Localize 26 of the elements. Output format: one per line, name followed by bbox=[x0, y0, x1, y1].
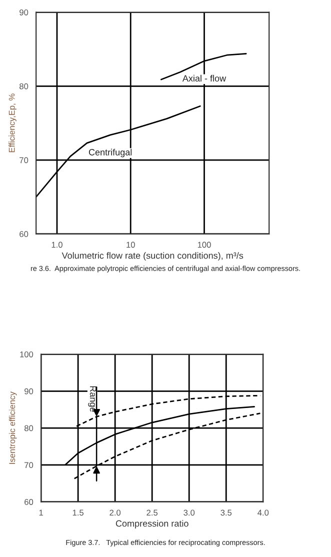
annotation: Range bbox=[88, 386, 96, 412]
x-tick-label: 3.0 bbox=[184, 510, 195, 516]
y-tick-label: 90 bbox=[24, 388, 34, 394]
y-tick-label: 70 bbox=[24, 462, 34, 468]
y-tick-label: 70 bbox=[20, 157, 28, 164]
x-tick-label: 3.5 bbox=[220, 510, 232, 516]
x-axis-title: Compression ratio bbox=[116, 520, 188, 528]
y-tick-label: 60 bbox=[24, 499, 34, 505]
series-label: Axial - flow bbox=[182, 74, 226, 82]
y-tick-label: 60 bbox=[20, 231, 28, 238]
x-axis-title: Volumetric flow rate (suction conditions), m³/s bbox=[62, 252, 244, 261]
y-tick-label: 80 bbox=[20, 83, 28, 90]
x-tick-label: 1 bbox=[39, 510, 43, 516]
x-tick-label: 100 bbox=[198, 242, 211, 248]
x-tick-label: 2.5 bbox=[146, 510, 158, 516]
y-tick-label: 100 bbox=[20, 351, 34, 358]
y-tick-label: 90 bbox=[20, 9, 28, 16]
x-tick-label: 1.5 bbox=[72, 510, 84, 516]
y-axis-title: Efficiency,Ep, % bbox=[8, 94, 16, 152]
x-tick-label: 2.0 bbox=[110, 510, 121, 516]
series-label: Centrifugal bbox=[88, 148, 132, 158]
y-axis-title: Isentropic efficiency bbox=[8, 392, 17, 464]
x-tick-label: 1.0 bbox=[52, 242, 62, 248]
x-tick-label: 10 bbox=[126, 242, 135, 248]
x-tick-label: 4.0 bbox=[258, 510, 269, 516]
y-tick-label: 80 bbox=[24, 425, 34, 432]
